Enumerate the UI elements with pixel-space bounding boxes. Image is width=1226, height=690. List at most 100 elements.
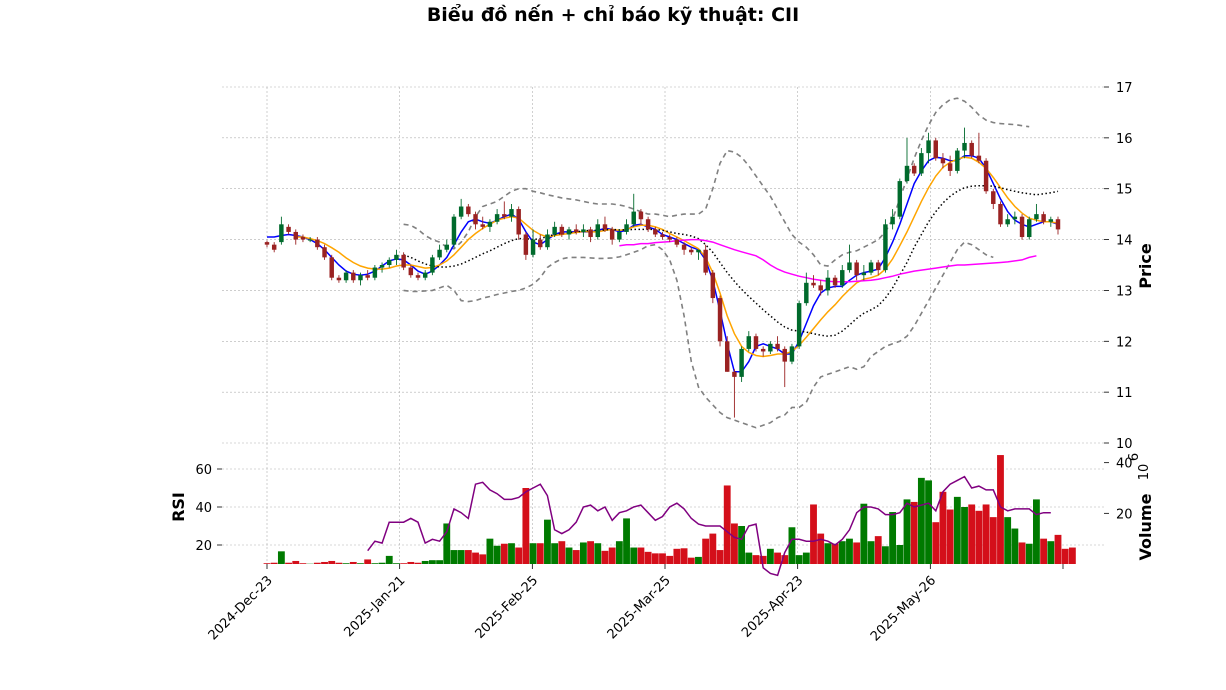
volume-bar [349, 561, 357, 564]
volume-bar [263, 563, 271, 564]
volume-bar [378, 562, 386, 564]
candle-body [581, 229, 586, 232]
volume-bar [1004, 517, 1012, 564]
candle-body [502, 214, 507, 217]
candle-body [559, 226, 565, 235]
volume-bar [666, 555, 674, 564]
price-series-line-1 [295, 156, 1059, 358]
price-tick-label: 15 [1116, 183, 1133, 198]
candle-body [343, 272, 349, 281]
volume-bar [299, 563, 307, 564]
volume-bar [522, 488, 530, 564]
volume-bar [472, 552, 479, 564]
candle-body [387, 259, 392, 265]
chart-title: Biểu đồ nến + chỉ báo kỹ thuật: CII [427, 3, 799, 26]
candle-body [300, 237, 306, 240]
volume-bar [393, 563, 400, 564]
candle-body [1041, 214, 1046, 222]
volume-bar [335, 562, 343, 564]
volume-bar [385, 555, 393, 564]
price-tick-label: 16 [1116, 132, 1133, 147]
candle-body [703, 249, 708, 273]
price-tick-label: 11 [1116, 386, 1133, 401]
volume-bar [680, 548, 688, 564]
volume-multiplier-base: 10 [1137, 464, 1152, 481]
candle-body [293, 231, 298, 240]
volume-bar [687, 557, 695, 564]
volume-bar [989, 517, 997, 564]
volume-multiplier-exponent: 6 [1127, 453, 1142, 461]
volume-bar [982, 504, 990, 564]
candle-body [890, 216, 895, 225]
candle-body [415, 275, 421, 278]
candle-body [466, 206, 471, 215]
volume-bar [450, 550, 458, 564]
volume-tick-label: 20 [1116, 507, 1133, 522]
candle-body [494, 214, 500, 222]
volume-bar [551, 543, 559, 564]
volume-bar [903, 499, 911, 564]
candle-body [991, 191, 996, 204]
candle-body [365, 275, 370, 278]
candle-body [264, 242, 270, 245]
volume-bar [730, 523, 738, 564]
volume-bar [1011, 528, 1019, 564]
volume-bar [1061, 548, 1069, 564]
candle-body [897, 181, 903, 217]
price-tick-label: 13 [1116, 284, 1133, 299]
candle-body [638, 211, 644, 220]
volume-bar [953, 496, 961, 564]
candle-body [660, 234, 665, 238]
candle-body [487, 221, 493, 227]
candle-body [379, 265, 385, 268]
candle-body [1048, 219, 1054, 222]
volume-bar [400, 563, 408, 564]
volume-bar [292, 560, 300, 564]
volume-bar [752, 555, 760, 564]
volume-bar [932, 522, 940, 564]
volume-bar [357, 563, 364, 564]
candle-body [947, 163, 953, 171]
volume-bar [508, 543, 515, 564]
candle-body [955, 150, 960, 171]
volume-bar [659, 553, 666, 564]
candle-body [962, 142, 967, 151]
volume-bar [802, 552, 810, 564]
volume-bar [975, 510, 983, 564]
candle-body [998, 203, 1003, 225]
candle-body [689, 249, 694, 253]
candle-body [358, 275, 363, 281]
volume-bar [644, 551, 652, 564]
candle-body [1027, 219, 1032, 238]
volume-bar [695, 556, 702, 564]
candle-body [523, 234, 529, 255]
volume-bar [781, 555, 789, 564]
volume-bar [896, 545, 904, 564]
candle-body [372, 267, 378, 278]
candle-body [674, 239, 680, 245]
candle-body [588, 229, 593, 238]
volume-bar [946, 509, 954, 564]
candle-body [408, 267, 414, 276]
candle-body [516, 209, 521, 235]
volume-bar [939, 491, 947, 564]
volume-bar [745, 552, 753, 564]
volume-bars [263, 455, 1076, 564]
volume-bar [968, 504, 976, 564]
x-tick-label: 2024-Dec-23 [206, 573, 276, 643]
volume-bar [838, 541, 846, 564]
candle-body [509, 209, 514, 217]
rsi-tick-label: 20 [195, 539, 212, 554]
volume-bar [702, 538, 710, 564]
price-tick-label: 17 [1116, 81, 1133, 96]
candle-body [811, 282, 816, 286]
volume-bar [810, 504, 817, 564]
volume-bar [788, 527, 796, 564]
candle-body [904, 165, 910, 182]
volume-bar [364, 559, 372, 564]
candle-body [451, 216, 457, 245]
candle-body [854, 262, 859, 276]
volume-bar [328, 560, 336, 564]
candle-body [789, 346, 795, 362]
volume-bar [874, 536, 882, 564]
